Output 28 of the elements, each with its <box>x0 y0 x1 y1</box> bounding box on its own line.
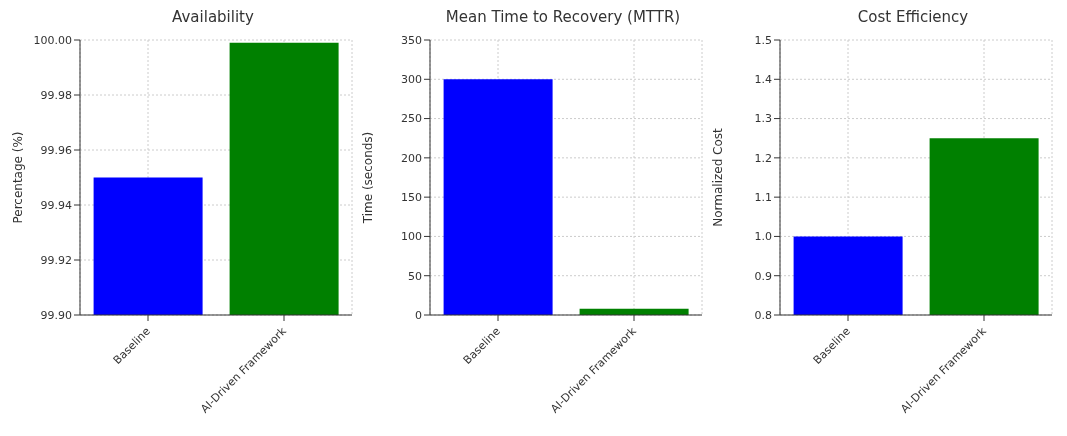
y-tick-label: 0 <box>415 308 422 322</box>
y-tick-label: 99.90 <box>40 308 72 322</box>
y-axis-title: Time (seconds) <box>361 131 376 225</box>
y-tick-label: 50 <box>408 269 422 283</box>
y-tick-label: 1.4 <box>754 73 772 87</box>
y-tick-label: 1.2 <box>754 151 772 165</box>
y-tick-label: 99.92 <box>40 253 72 267</box>
y-tick-label: 99.94 <box>40 198 72 212</box>
y-tick-label: 1.1 <box>754 191 772 205</box>
y-tick-label: 1.5 <box>754 33 772 47</box>
chart-title: Availability <box>171 8 255 28</box>
y-tick-label: 250 <box>401 112 422 126</box>
y-tick-label: 1.3 <box>754 112 772 126</box>
y-tick-label: 300 <box>401 73 422 87</box>
y-tick-label: 150 <box>401 191 422 205</box>
y-axis-title: Percentage (%) <box>11 131 26 224</box>
y-tick-label: 350 <box>401 33 422 47</box>
chart-title: Cost Efficiency <box>856 8 970 28</box>
y-tick-label: 200 <box>401 151 422 165</box>
chart-title: Mean Time to Recovery (MTTR) <box>444 8 682 28</box>
y-tick-label: 100 <box>401 230 422 244</box>
y-tick-label: 100.00 <box>33 33 72 47</box>
y-tick-label: 99.96 <box>40 143 72 157</box>
y-tick-label: 0.8 <box>754 308 772 322</box>
y-tick-label: 0.9 <box>754 269 772 283</box>
y-tick-label: 99.98 <box>40 88 72 102</box>
y-tick-label: 1.0 <box>754 230 772 244</box>
y-axis-title: Normalized Cost <box>711 127 726 227</box>
